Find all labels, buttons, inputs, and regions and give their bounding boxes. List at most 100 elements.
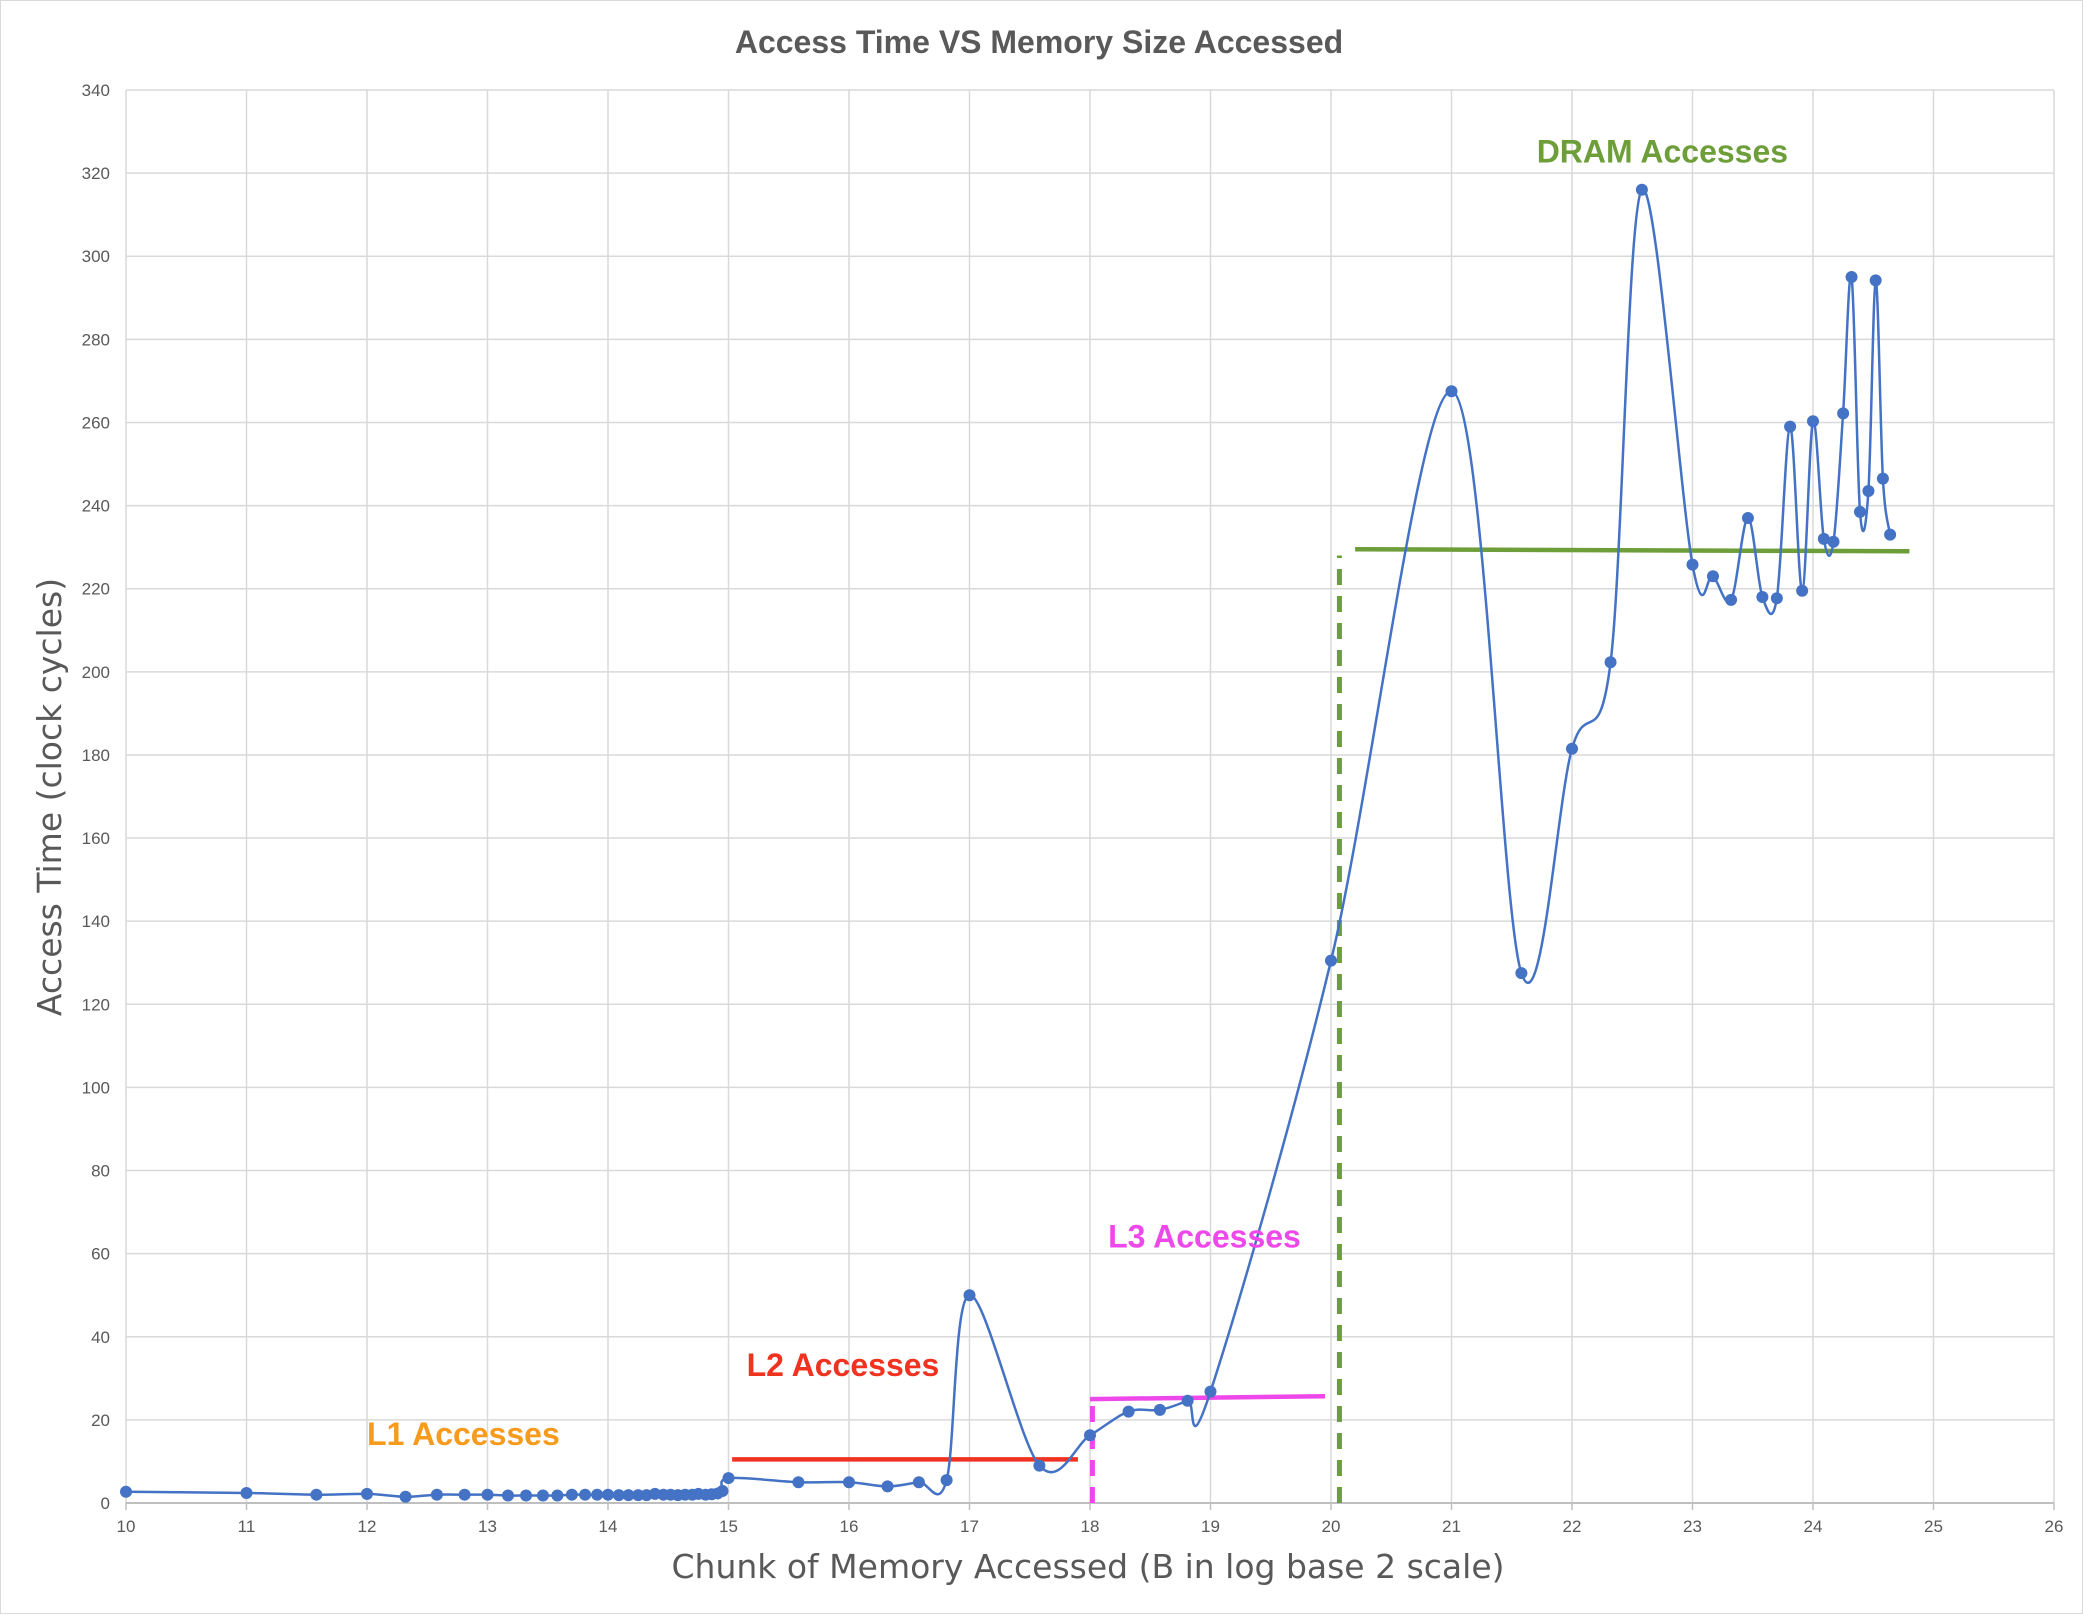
series-layer bbox=[120, 183, 1897, 1503]
y-tick-label-340: 340 bbox=[82, 81, 110, 100]
data-point-17 bbox=[622, 1489, 635, 1502]
data-point-15 bbox=[602, 1488, 614, 1501]
data-point-56 bbox=[1784, 420, 1797, 433]
x-tick-label-21: 21 bbox=[1442, 1517, 1461, 1536]
data-point-11 bbox=[551, 1489, 564, 1502]
data-point-46 bbox=[1515, 967, 1528, 980]
data-point-5 bbox=[430, 1488, 443, 1501]
data-point-41 bbox=[1153, 1403, 1166, 1416]
x-axis-label: Chunk of Memory Accessed (B in log base … bbox=[671, 1547, 1504, 1586]
data-point-66 bbox=[1876, 472, 1889, 485]
data-point-48 bbox=[1604, 656, 1617, 669]
data-point-37 bbox=[963, 1289, 976, 1302]
y-tick-label-120: 120 bbox=[82, 995, 110, 1014]
y-tick-label-40: 40 bbox=[91, 1328, 110, 1347]
x-tick-label-14: 14 bbox=[599, 1517, 618, 1536]
annotation-layer: L1 Accesses L2 Accesses L3 Accesses DRAM Ac… bbox=[367, 134, 1788, 1452]
data-point-54 bbox=[1756, 591, 1769, 604]
data-point-59 bbox=[1817, 532, 1830, 545]
data-point-38 bbox=[1033, 1459, 1046, 1472]
x-tick-label-10: 10 bbox=[117, 1517, 136, 1536]
series-line-0 bbox=[125, 188, 1892, 1499]
data-point-53 bbox=[1741, 512, 1754, 525]
data-point-3 bbox=[361, 1487, 373, 1500]
y-tick-label-100: 100 bbox=[82, 1078, 110, 1097]
data-point-12 bbox=[565, 1488, 578, 1501]
y-tick-label-140: 140 bbox=[82, 912, 110, 931]
x-tick-label-19: 19 bbox=[1201, 1517, 1220, 1536]
data-point-63 bbox=[1853, 505, 1866, 518]
data-point-1 bbox=[240, 1487, 253, 1500]
y-tick-label-60: 60 bbox=[91, 1245, 110, 1264]
data-point-6 bbox=[458, 1488, 471, 1501]
x-tick-label-24: 24 bbox=[1804, 1517, 1823, 1536]
x-tick-label-26: 26 bbox=[2045, 1517, 2064, 1536]
data-point-67 bbox=[1884, 528, 1897, 541]
x-tick-label-13: 13 bbox=[478, 1517, 497, 1536]
data-point-2 bbox=[310, 1488, 323, 1501]
data-point-36 bbox=[940, 1474, 953, 1487]
data-point-40 bbox=[1122, 1405, 1135, 1418]
y-axis-label: Access Time (clock cycles) bbox=[30, 578, 69, 1016]
data-point-47 bbox=[1566, 742, 1578, 755]
data-point-39 bbox=[1084, 1429, 1096, 1442]
annotation-dram-accesses: DRAM Accesses bbox=[1537, 134, 1788, 170]
data-point-42 bbox=[1181, 1394, 1194, 1407]
annotation-l3-accesses: L3 Accesses bbox=[1108, 1218, 1301, 1254]
data-point-65 bbox=[1869, 274, 1882, 287]
y-tick-label-260: 260 bbox=[82, 413, 110, 432]
data-point-30 bbox=[716, 1484, 729, 1497]
y-tick-label-280: 280 bbox=[82, 330, 110, 349]
x-tick-label-11: 11 bbox=[238, 1517, 256, 1536]
data-point-58 bbox=[1807, 415, 1819, 428]
data-point-52 bbox=[1725, 593, 1738, 606]
y-tick-label-220: 220 bbox=[82, 580, 110, 599]
annotation-l2-accesses: L2 Accesses bbox=[747, 1347, 940, 1383]
data-point-9 bbox=[520, 1489, 533, 1502]
x-tick-label-12: 12 bbox=[358, 1517, 377, 1536]
x-tick-label-20: 20 bbox=[1322, 1517, 1341, 1536]
x-tick-label-16: 16 bbox=[840, 1517, 859, 1536]
data-point-34 bbox=[881, 1480, 894, 1493]
data-point-64 bbox=[1862, 485, 1875, 498]
data-point-0 bbox=[120, 1485, 132, 1498]
data-point-60 bbox=[1827, 535, 1840, 548]
data-point-18 bbox=[632, 1489, 645, 1502]
x-tick-label-15: 15 bbox=[719, 1517, 738, 1536]
data-point-31 bbox=[722, 1472, 735, 1485]
y-tick-label-160: 160 bbox=[82, 829, 110, 848]
data-point-8 bbox=[501, 1489, 514, 1502]
data-point-50 bbox=[1686, 558, 1699, 571]
x-tick-label-17: 17 bbox=[960, 1517, 979, 1536]
y-tick-label-200: 200 bbox=[82, 663, 110, 682]
annotation-l1-accesses: L1 Accesses bbox=[367, 1416, 560, 1452]
data-point-61 bbox=[1837, 407, 1850, 420]
x-tick-label-22: 22 bbox=[1563, 1517, 1582, 1536]
data-point-62 bbox=[1845, 271, 1858, 284]
data-point-44 bbox=[1325, 954, 1337, 967]
y-tick-label-0: 0 bbox=[101, 1494, 110, 1513]
y-tick-label-180: 180 bbox=[82, 746, 110, 765]
data-point-45 bbox=[1445, 385, 1458, 398]
x-tick-label-25: 25 bbox=[1924, 1517, 1943, 1536]
data-point-32 bbox=[792, 1476, 805, 1489]
data-point-14 bbox=[591, 1488, 604, 1501]
x-tick-label-23: 23 bbox=[1683, 1517, 1702, 1536]
data-point-13 bbox=[579, 1488, 592, 1501]
data-point-16 bbox=[612, 1489, 625, 1502]
y-tick-label-240: 240 bbox=[82, 497, 110, 516]
level-line-dram bbox=[1355, 546, 1910, 554]
x-tick-label-18: 18 bbox=[1081, 1517, 1100, 1536]
data-point-49 bbox=[1635, 183, 1648, 196]
y-tick-label-20: 20 bbox=[91, 1411, 110, 1430]
data-point-33 bbox=[843, 1476, 855, 1489]
y-tick-label-320: 320 bbox=[82, 164, 110, 183]
data-point-57 bbox=[1796, 584, 1809, 597]
data-point-7 bbox=[481, 1488, 494, 1501]
tick-layer: 10 11 12 13 14 15 16 17 18 19 20 21 22 23 24 25 26020406… bbox=[82, 81, 2064, 1536]
data-point-55 bbox=[1770, 592, 1783, 605]
data-point-51 bbox=[1706, 570, 1719, 583]
data-point-35 bbox=[912, 1476, 925, 1489]
